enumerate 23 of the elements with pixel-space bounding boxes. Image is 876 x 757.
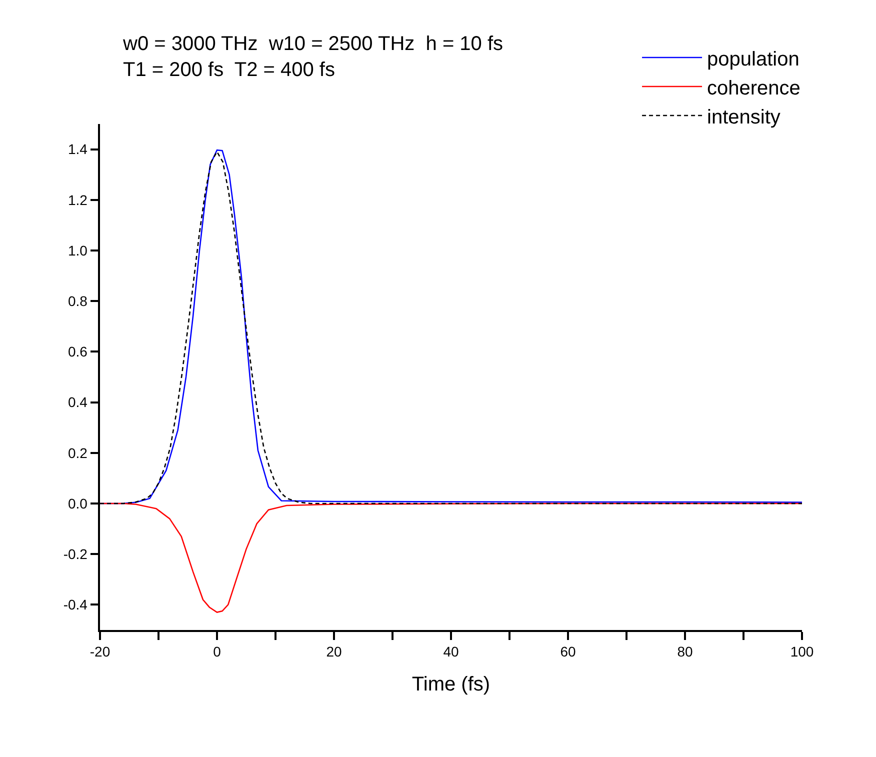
x-tick-label: 0 bbox=[213, 644, 222, 660]
chart-subtitle: T1 = 200 fs T2 = 400 fs bbox=[123, 59, 335, 81]
y-tick-label: 0.6 bbox=[68, 344, 88, 360]
x-tick-label: -20 bbox=[90, 644, 110, 660]
legend-label: coherence bbox=[707, 77, 800, 100]
y-tick-label: -0.4 bbox=[63, 596, 88, 613]
chart-title: w0 = 3000 THz w10 = 2500 THz h = 10 fs bbox=[122, 33, 504, 55]
y-tick-label: 1.4 bbox=[68, 141, 88, 158]
legend-label: intensity bbox=[707, 106, 780, 128]
x-tick-label: 40 bbox=[443, 644, 459, 660]
y-tick-label: -0.2 bbox=[63, 546, 88, 562]
y-tick-label: 0.4 bbox=[68, 394, 88, 410]
y-tick-label: 0.2 bbox=[68, 444, 88, 461]
x-tick-label: 60 bbox=[560, 644, 576, 660]
x-tick-label: 80 bbox=[677, 644, 693, 660]
y-tick-label: 1.2 bbox=[68, 192, 88, 208]
y-tick-label: 1.0 bbox=[68, 242, 88, 258]
x-tick-label: 20 bbox=[326, 644, 342, 660]
legend-label: population bbox=[707, 48, 800, 70]
y-tick-label: 0.8 bbox=[68, 293, 88, 309]
x-tick-label: 100 bbox=[790, 644, 814, 660]
y-tick-label: 0.0 bbox=[68, 495, 88, 512]
x-axis-title: Time (fs) bbox=[412, 674, 490, 696]
